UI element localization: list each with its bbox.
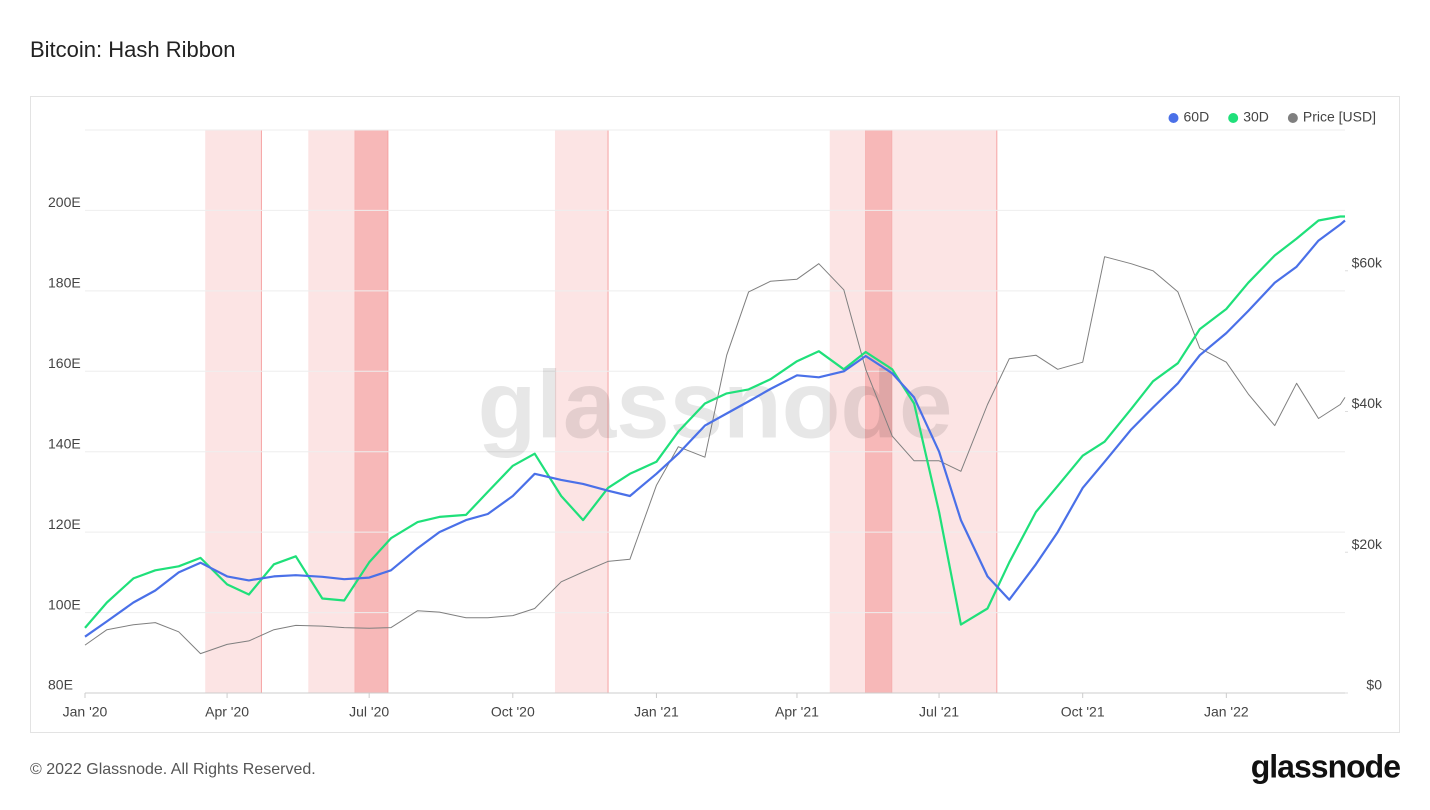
x-tick-label: Oct '21 (1061, 704, 1105, 720)
x-tick-label: Oct '20 (491, 704, 535, 720)
legend-swatch (1168, 113, 1179, 123)
series-line (84, 256, 1346, 655)
x-tick-label: Jan '20 (63, 704, 108, 720)
y-tick-label: 100E (48, 596, 81, 612)
y-tick-label: 140E (48, 435, 81, 451)
logo: glassnode (1251, 748, 1400, 784)
band (892, 130, 997, 693)
band (205, 130, 262, 693)
grid-layer: 80E 100E 120E 140E 160E 180E 200E $0 $20k $40k $60… (48, 194, 1383, 720)
chart-title: Bitcoin: Hash Ribbon (30, 37, 235, 62)
y2-tick-label: $20k (1352, 536, 1383, 552)
y2-tick-label: $0 (1366, 677, 1382, 693)
x-tick-label: Apr '21 (775, 704, 819, 720)
watermark: glassnode (478, 351, 953, 458)
legend-swatch (1228, 113, 1239, 123)
band (308, 130, 356, 693)
y-tick-label: 80E (48, 677, 73, 693)
y-tick-label: 200E (48, 194, 81, 210)
band (829, 130, 866, 693)
series-line (84, 219, 1346, 638)
legend-label: Price [USD] (1303, 109, 1376, 125)
band-layer (205, 130, 998, 693)
y-tick-label: 120E (48, 516, 81, 532)
y-tick-label: 160E (48, 355, 81, 371)
band (355, 130, 388, 693)
x-tick-label: Jan '22 (1204, 704, 1249, 720)
x-tick-label: Apr '20 (205, 704, 249, 720)
x-tick-label: Jul '21 (919, 704, 959, 720)
y-tick-label: 180E (48, 275, 81, 291)
line-layer (84, 215, 1346, 655)
legend-swatch (1287, 113, 1298, 123)
y2-tick-label: $40k (1352, 395, 1383, 411)
x-tick-label: Jul '20 (349, 704, 389, 720)
legend: Price [USD] 30D 60D (1168, 109, 1376, 125)
legend-label: 30D (1243, 109, 1269, 125)
x-tick-label: Jan '21 (634, 704, 679, 720)
y2-tick-label: $60k (1352, 254, 1383, 270)
footer: © 2022 Glassnode. All Rights Reserved. (30, 761, 316, 778)
legend-label: 60D (1184, 109, 1210, 125)
band (865, 130, 893, 693)
series-line (84, 215, 1345, 629)
band (554, 130, 609, 693)
